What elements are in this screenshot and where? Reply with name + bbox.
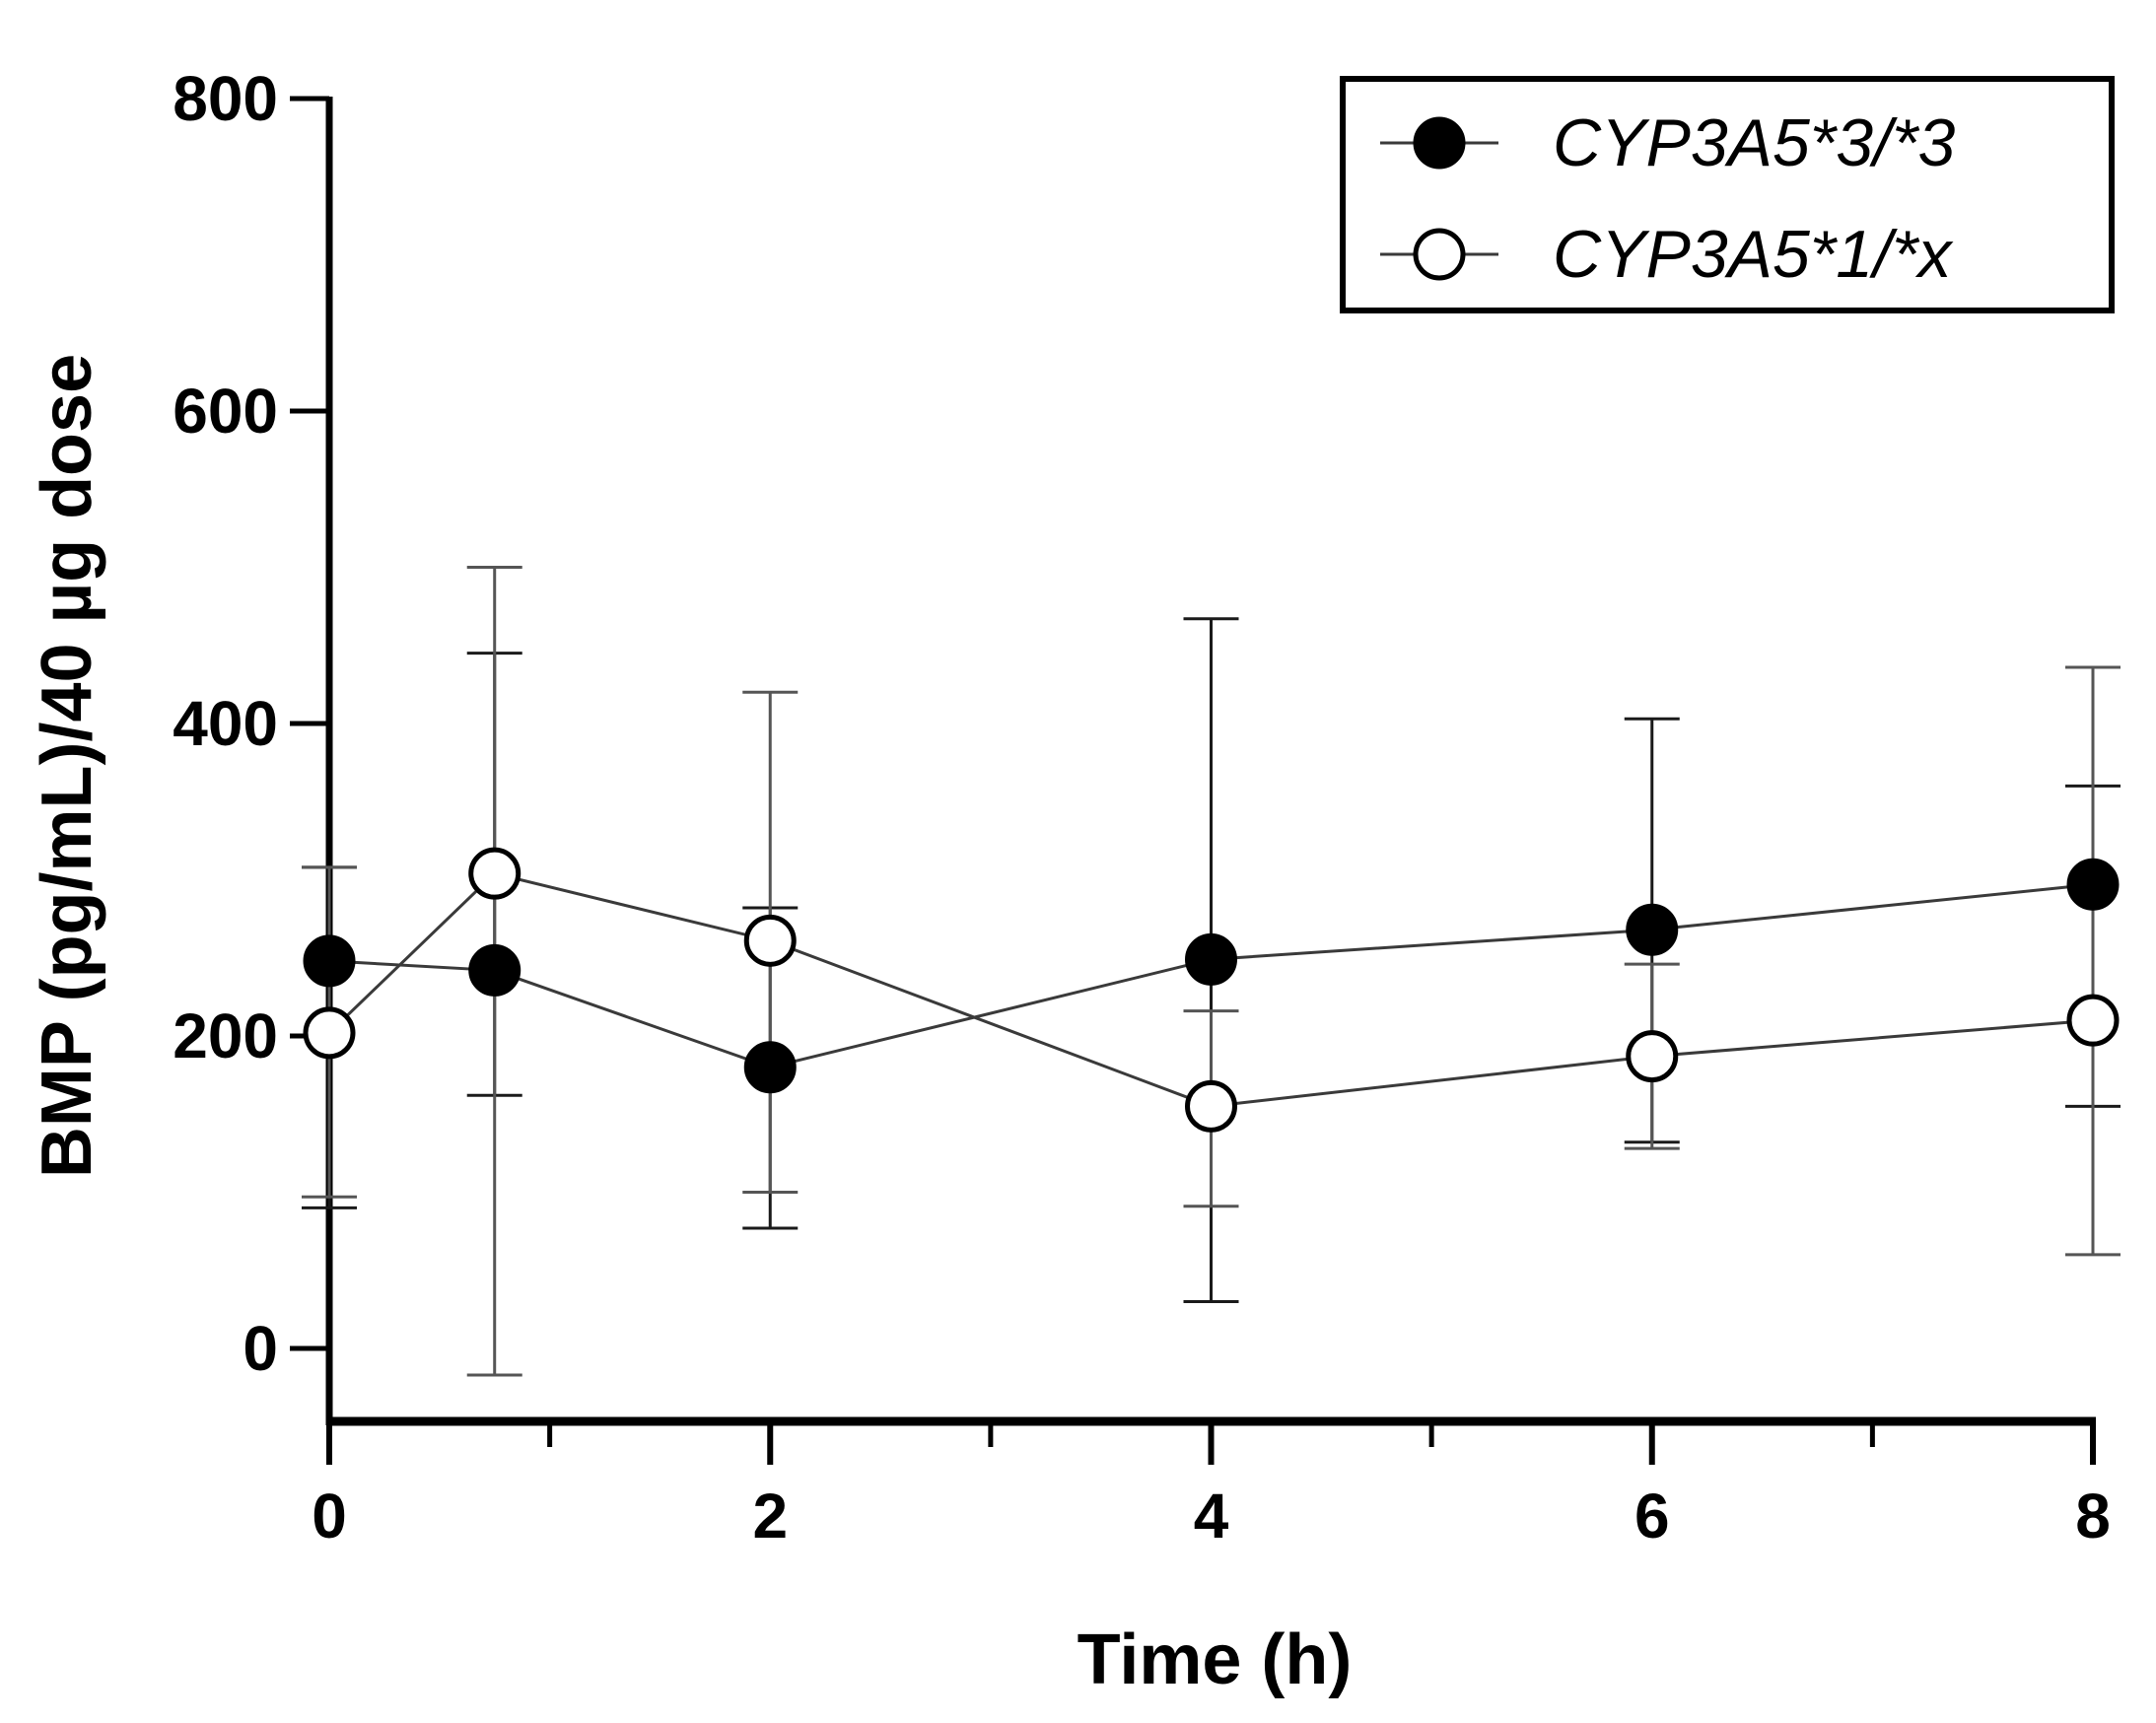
x-tick-label: 2: [752, 1481, 788, 1551]
data-point-series-2: [1185, 1079, 1237, 1133]
y-tick-label: 800: [173, 63, 278, 134]
x-tick-label: 0: [312, 1481, 347, 1551]
legend-label-series-2: CYP3A5*1/*x: [1553, 217, 1953, 292]
data-point-series-1: [2066, 858, 2120, 911]
data-point-series-2: [743, 914, 797, 967]
data-point-series-1: [743, 1041, 797, 1094]
y-tick-label: 200: [173, 1000, 278, 1071]
y-tick-label: 0: [243, 1313, 278, 1384]
y-tick-label: 600: [173, 376, 278, 447]
series-line-1: [328, 882, 2094, 1069]
data-point-series-2: [1626, 1030, 1679, 1083]
legend-label-series-1: CYP3A5*3/*3: [1553, 105, 1955, 180]
x-tick-label: 8: [2075, 1481, 2111, 1551]
data-point-series-1: [1626, 903, 1679, 956]
data-point-series-1: [303, 934, 356, 988]
x-axis-title: Time (h): [1078, 1620, 1353, 1699]
series-line-2: [327, 871, 2094, 1108]
data-point-series-1: [468, 943, 522, 997]
data-point-series-2: [303, 1006, 356, 1060]
data-point-series-2: [468, 847, 522, 900]
legend-marker-series-1: [1413, 116, 1466, 170]
data-point-series-2: [2066, 994, 2120, 1047]
y-tick-label: 400: [173, 688, 278, 759]
data-point-series-1: [1185, 932, 1237, 986]
y-axis-title: BMP (pg/mL)/40 µg dose: [28, 354, 106, 1178]
axes: 0 200 400 600 800 0 2 4 6 8: [173, 63, 2111, 1551]
legend-marker-series-2: [1413, 228, 1466, 281]
series-lines: [327, 871, 2094, 1108]
x-tick-label: 6: [1634, 1481, 1670, 1551]
legend: CYP3A5*3/*3 CYP3A5*1/*x: [1340, 76, 2115, 313]
legend-box: [1340, 76, 2115, 313]
data-markers: [303, 847, 2120, 1133]
x-tick-label: 4: [1194, 1481, 1229, 1551]
